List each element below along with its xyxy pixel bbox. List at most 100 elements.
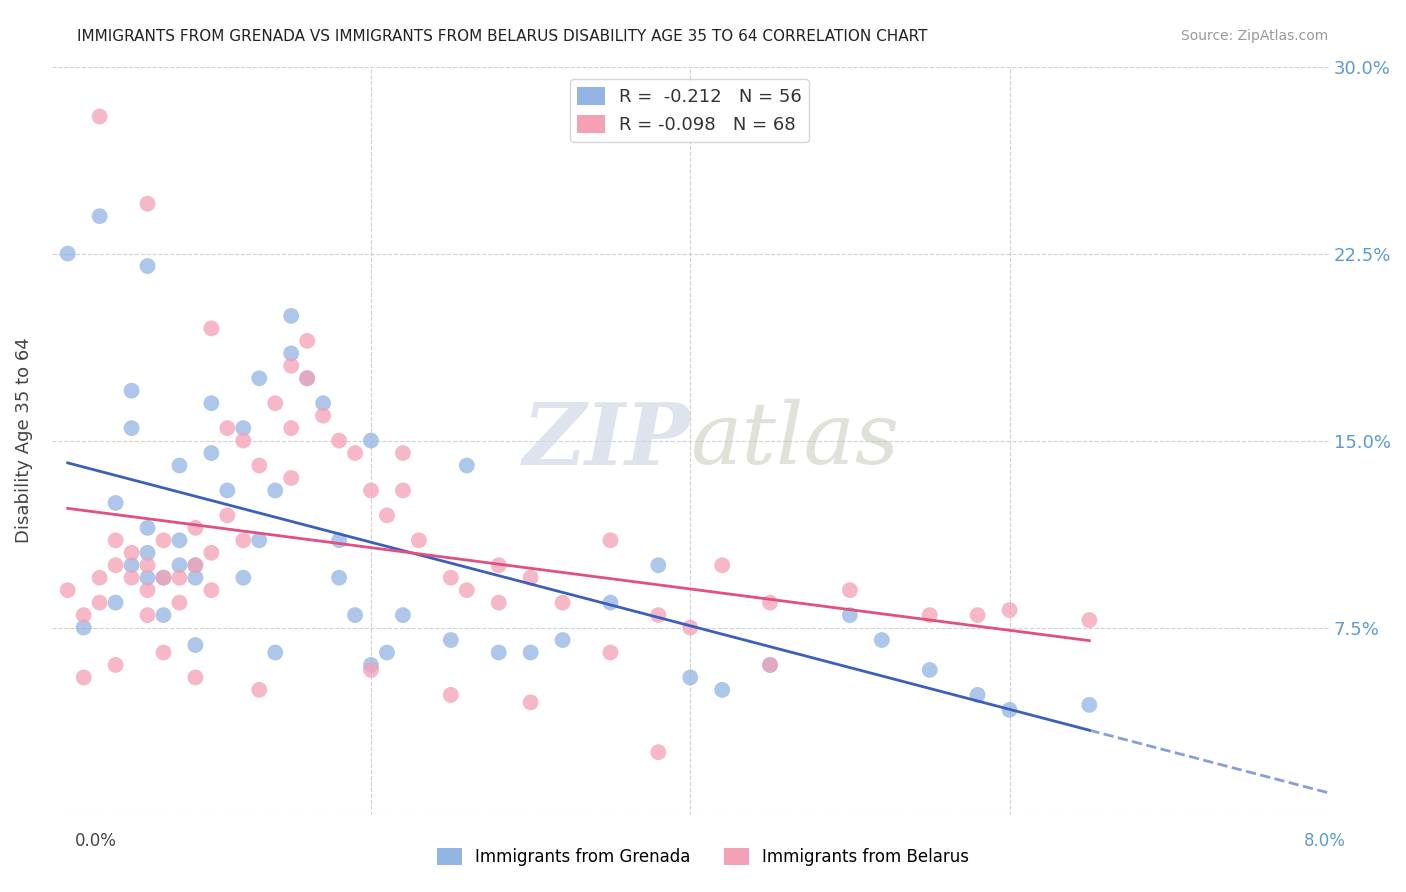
Point	[328, 571, 350, 585]
Point	[679, 621, 702, 635]
Y-axis label: Disability Age 35 to 64: Disability Age 35 to 64	[15, 338, 32, 543]
Point	[136, 583, 159, 598]
Text: atlas: atlas	[690, 400, 900, 482]
Point	[264, 483, 287, 498]
Point	[247, 458, 270, 473]
Point	[184, 670, 207, 684]
Point	[1078, 613, 1101, 627]
Point	[152, 571, 174, 585]
Point	[647, 558, 669, 573]
Point	[169, 558, 191, 573]
Point	[136, 259, 159, 273]
Point	[599, 646, 621, 660]
Point	[121, 421, 143, 435]
Point	[328, 533, 350, 548]
Point	[375, 646, 398, 660]
Point	[152, 533, 174, 548]
Point	[918, 608, 941, 623]
Point	[440, 633, 463, 648]
Point	[966, 608, 988, 623]
Point	[169, 458, 191, 473]
Point	[519, 695, 541, 709]
Point	[838, 608, 860, 623]
Point	[280, 346, 302, 360]
Point	[488, 558, 510, 573]
Point	[360, 657, 382, 672]
Point	[217, 508, 239, 523]
Point	[918, 663, 941, 677]
Point	[169, 596, 191, 610]
Point	[247, 371, 270, 385]
Point	[217, 483, 239, 498]
Point	[679, 670, 702, 684]
Point	[440, 688, 463, 702]
Point	[375, 508, 398, 523]
Point	[344, 446, 367, 460]
Point	[456, 583, 478, 598]
Point	[121, 571, 143, 585]
Point	[488, 646, 510, 660]
Point	[104, 596, 127, 610]
Point	[264, 396, 287, 410]
Point	[280, 421, 302, 435]
Point	[184, 558, 207, 573]
Point	[280, 359, 302, 373]
Text: ZIP: ZIP	[523, 399, 690, 483]
Point	[759, 657, 782, 672]
Point	[200, 396, 222, 410]
Legend: Immigrants from Grenada, Immigrants from Belarus: Immigrants from Grenada, Immigrants from…	[430, 841, 976, 873]
Point	[200, 446, 222, 460]
Point	[312, 396, 335, 410]
Point	[870, 633, 893, 648]
Point	[392, 446, 415, 460]
Point	[711, 558, 734, 573]
Point	[89, 596, 111, 610]
Point	[344, 608, 367, 623]
Point	[440, 571, 463, 585]
Point	[232, 421, 254, 435]
Point	[280, 471, 302, 485]
Point	[647, 745, 669, 759]
Point	[89, 110, 111, 124]
Point	[184, 571, 207, 585]
Point	[121, 384, 143, 398]
Point	[519, 646, 541, 660]
Point	[73, 608, 96, 623]
Point	[838, 583, 860, 598]
Point	[232, 434, 254, 448]
Point	[759, 596, 782, 610]
Point	[360, 663, 382, 677]
Point	[551, 596, 574, 610]
Point	[89, 571, 111, 585]
Point	[200, 546, 222, 560]
Point	[200, 321, 222, 335]
Point	[56, 583, 79, 598]
Point	[217, 421, 239, 435]
Point	[295, 371, 318, 385]
Point	[200, 583, 222, 598]
Text: 0.0%: 0.0%	[75, 831, 117, 849]
Point	[247, 682, 270, 697]
Point	[136, 571, 159, 585]
Point	[408, 533, 430, 548]
Point	[184, 521, 207, 535]
Text: IMMIGRANTS FROM GRENADA VS IMMIGRANTS FROM BELARUS DISABILITY AGE 35 TO 64 CORRE: IMMIGRANTS FROM GRENADA VS IMMIGRANTS FR…	[77, 29, 928, 44]
Point	[136, 521, 159, 535]
Point	[280, 309, 302, 323]
Point	[184, 558, 207, 573]
Point	[184, 638, 207, 652]
Point	[232, 533, 254, 548]
Point	[73, 621, 96, 635]
Point	[152, 608, 174, 623]
Point	[328, 434, 350, 448]
Point	[519, 571, 541, 585]
Point	[232, 571, 254, 585]
Text: 8.0%: 8.0%	[1303, 831, 1346, 849]
Point	[456, 458, 478, 473]
Point	[121, 546, 143, 560]
Point	[599, 596, 621, 610]
Point	[998, 703, 1021, 717]
Point	[392, 483, 415, 498]
Point	[551, 633, 574, 648]
Point	[104, 496, 127, 510]
